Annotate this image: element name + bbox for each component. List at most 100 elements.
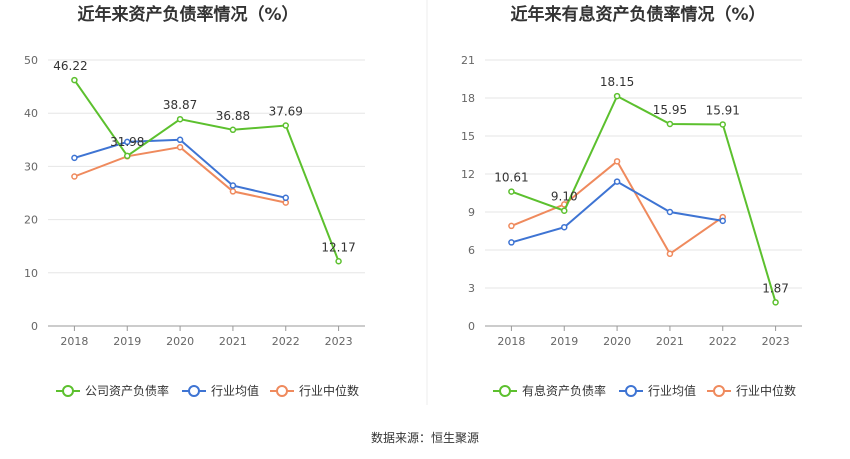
data-point[interactable] [666,250,674,258]
data-source: 数据来源：恒生聚源 [371,430,479,445]
y-tick-label: 30 [24,160,38,173]
legend-item[interactable]: 行业中位数 [707,383,796,398]
chart-title: 近年来资产负债率情况（%） [77,4,298,25]
y-tick-label: 20 [24,214,38,227]
legend-item[interactable]: 行业中位数 [270,383,359,398]
legend-marker [625,385,637,397]
data-point[interactable] [335,258,342,265]
series-line [73,79,340,262]
series-1 [508,178,726,246]
series-2 [71,143,289,206]
x-tick-label: 2020 [166,335,194,348]
y-tick-label: 10 [24,267,38,280]
data-point[interactable] [613,178,621,185]
chart-interest-debt-ratio: 近年来有息资产负债率情况（%） 0 3 6 9 12 15 18 21 2018 2019 2020 2… [461,4,802,398]
data-label: 37.69 [269,104,303,118]
x-tick-label: 2023 [325,335,353,348]
data-point[interactable] [719,121,726,128]
x-tick-label: 2019 [113,335,141,348]
data-label: 9.10 [551,190,578,204]
chart-title: 近年来有息资产负债率情况（%） [510,4,765,25]
data-point[interactable] [508,188,515,195]
series-line [511,159,724,256]
data-label: 12.17 [321,240,355,254]
legend-item[interactable]: 行业均值 [619,383,696,398]
y-tick-label: 6 [468,244,475,257]
data-point[interactable] [229,182,237,189]
data-label: 10.61 [494,171,528,185]
chart-debt-ratio: 近年来资产负债率情况（%） 0 10 20 30 40 50 2018 2019 2020 2021… [24,4,365,398]
legend-label: 行业中位数 [299,383,359,398]
legend-label: 有息资产负债率 [522,383,606,398]
data-label: 31.98 [110,135,144,149]
x-tick-label: 2020 [603,335,631,348]
data-point[interactable] [176,136,184,144]
data-label: 15.95 [653,103,687,117]
x-tick-label: 2021 [656,335,684,348]
y-tick-label: 3 [468,282,475,295]
series-0: 10.61 9.10 18.15 15.95 15.91 1.87 [494,75,789,306]
y-tick-label: 9 [468,206,475,219]
data-label: 15.91 [706,103,740,117]
x-tick-label: 2022 [272,335,300,348]
data-point[interactable] [71,173,78,180]
data-point[interactable] [772,299,779,306]
y-tick-label: 21 [461,54,475,67]
data-point[interactable] [719,217,726,225]
y-tick-label: 50 [24,54,38,67]
data-point[interactable] [176,115,184,123]
y-tick-label: 15 [461,130,475,143]
data-point[interactable] [282,122,289,129]
data-point[interactable] [229,188,237,195]
data-point[interactable] [176,143,184,151]
data-point[interactable] [613,158,621,165]
data-point[interactable] [229,126,237,134]
data-point[interactable] [282,194,289,202]
legend-item[interactable]: 公司资产负债率 [56,383,169,398]
x-tick-label: 2021 [219,335,247,348]
legend-marker [276,385,288,397]
data-point[interactable] [124,152,131,160]
data-label: 38.87 [163,98,197,112]
series-line [511,94,777,303]
data-point[interactable] [561,207,568,214]
x-tick-label: 2023 [762,335,790,348]
y-tick-label: 40 [24,107,38,120]
data-point[interactable] [71,76,78,84]
data-label: 18.15 [600,75,634,89]
legend-item[interactable]: 行业均值 [182,383,259,398]
y-tick-label: 0 [468,320,475,333]
data-point[interactable] [561,223,568,231]
data-point[interactable] [666,208,674,216]
series-line [74,146,287,204]
legend-label: 行业均值 [648,383,696,398]
y-tick-label: 0 [31,320,38,333]
data-point[interactable] [508,239,515,246]
y-tick-label: 18 [461,92,475,105]
series-1 [71,136,289,202]
x-tick-label: 2018 [60,335,88,348]
data-label: 36.88 [216,109,250,123]
data-label: 1.87 [762,281,789,295]
series-2 [508,158,726,258]
legend-label: 行业均值 [211,383,259,398]
x-tick-label: 2022 [709,335,737,348]
data-point[interactable] [71,154,78,162]
legend-marker [188,385,200,397]
data-point[interactable] [508,222,515,230]
data-point[interactable] [666,120,674,128]
y-tick-label: 12 [461,168,475,181]
data-label: 46.22 [53,59,87,73]
legend-label: 公司资产负债率 [85,383,169,398]
data-point[interactable] [613,92,621,100]
x-tick-label: 2018 [497,335,525,348]
legend-item[interactable]: 有息资产负债率 [493,383,606,398]
legend-marker [499,385,511,397]
legend-label: 行业中位数 [736,383,796,398]
legend-marker [62,385,74,397]
legend-marker [713,385,725,397]
data-point[interactable] [124,138,131,146]
series-0: 46.22 31.98 38.87 36.88 37.69 12.17 [53,59,356,265]
x-tick-label: 2019 [550,335,578,348]
